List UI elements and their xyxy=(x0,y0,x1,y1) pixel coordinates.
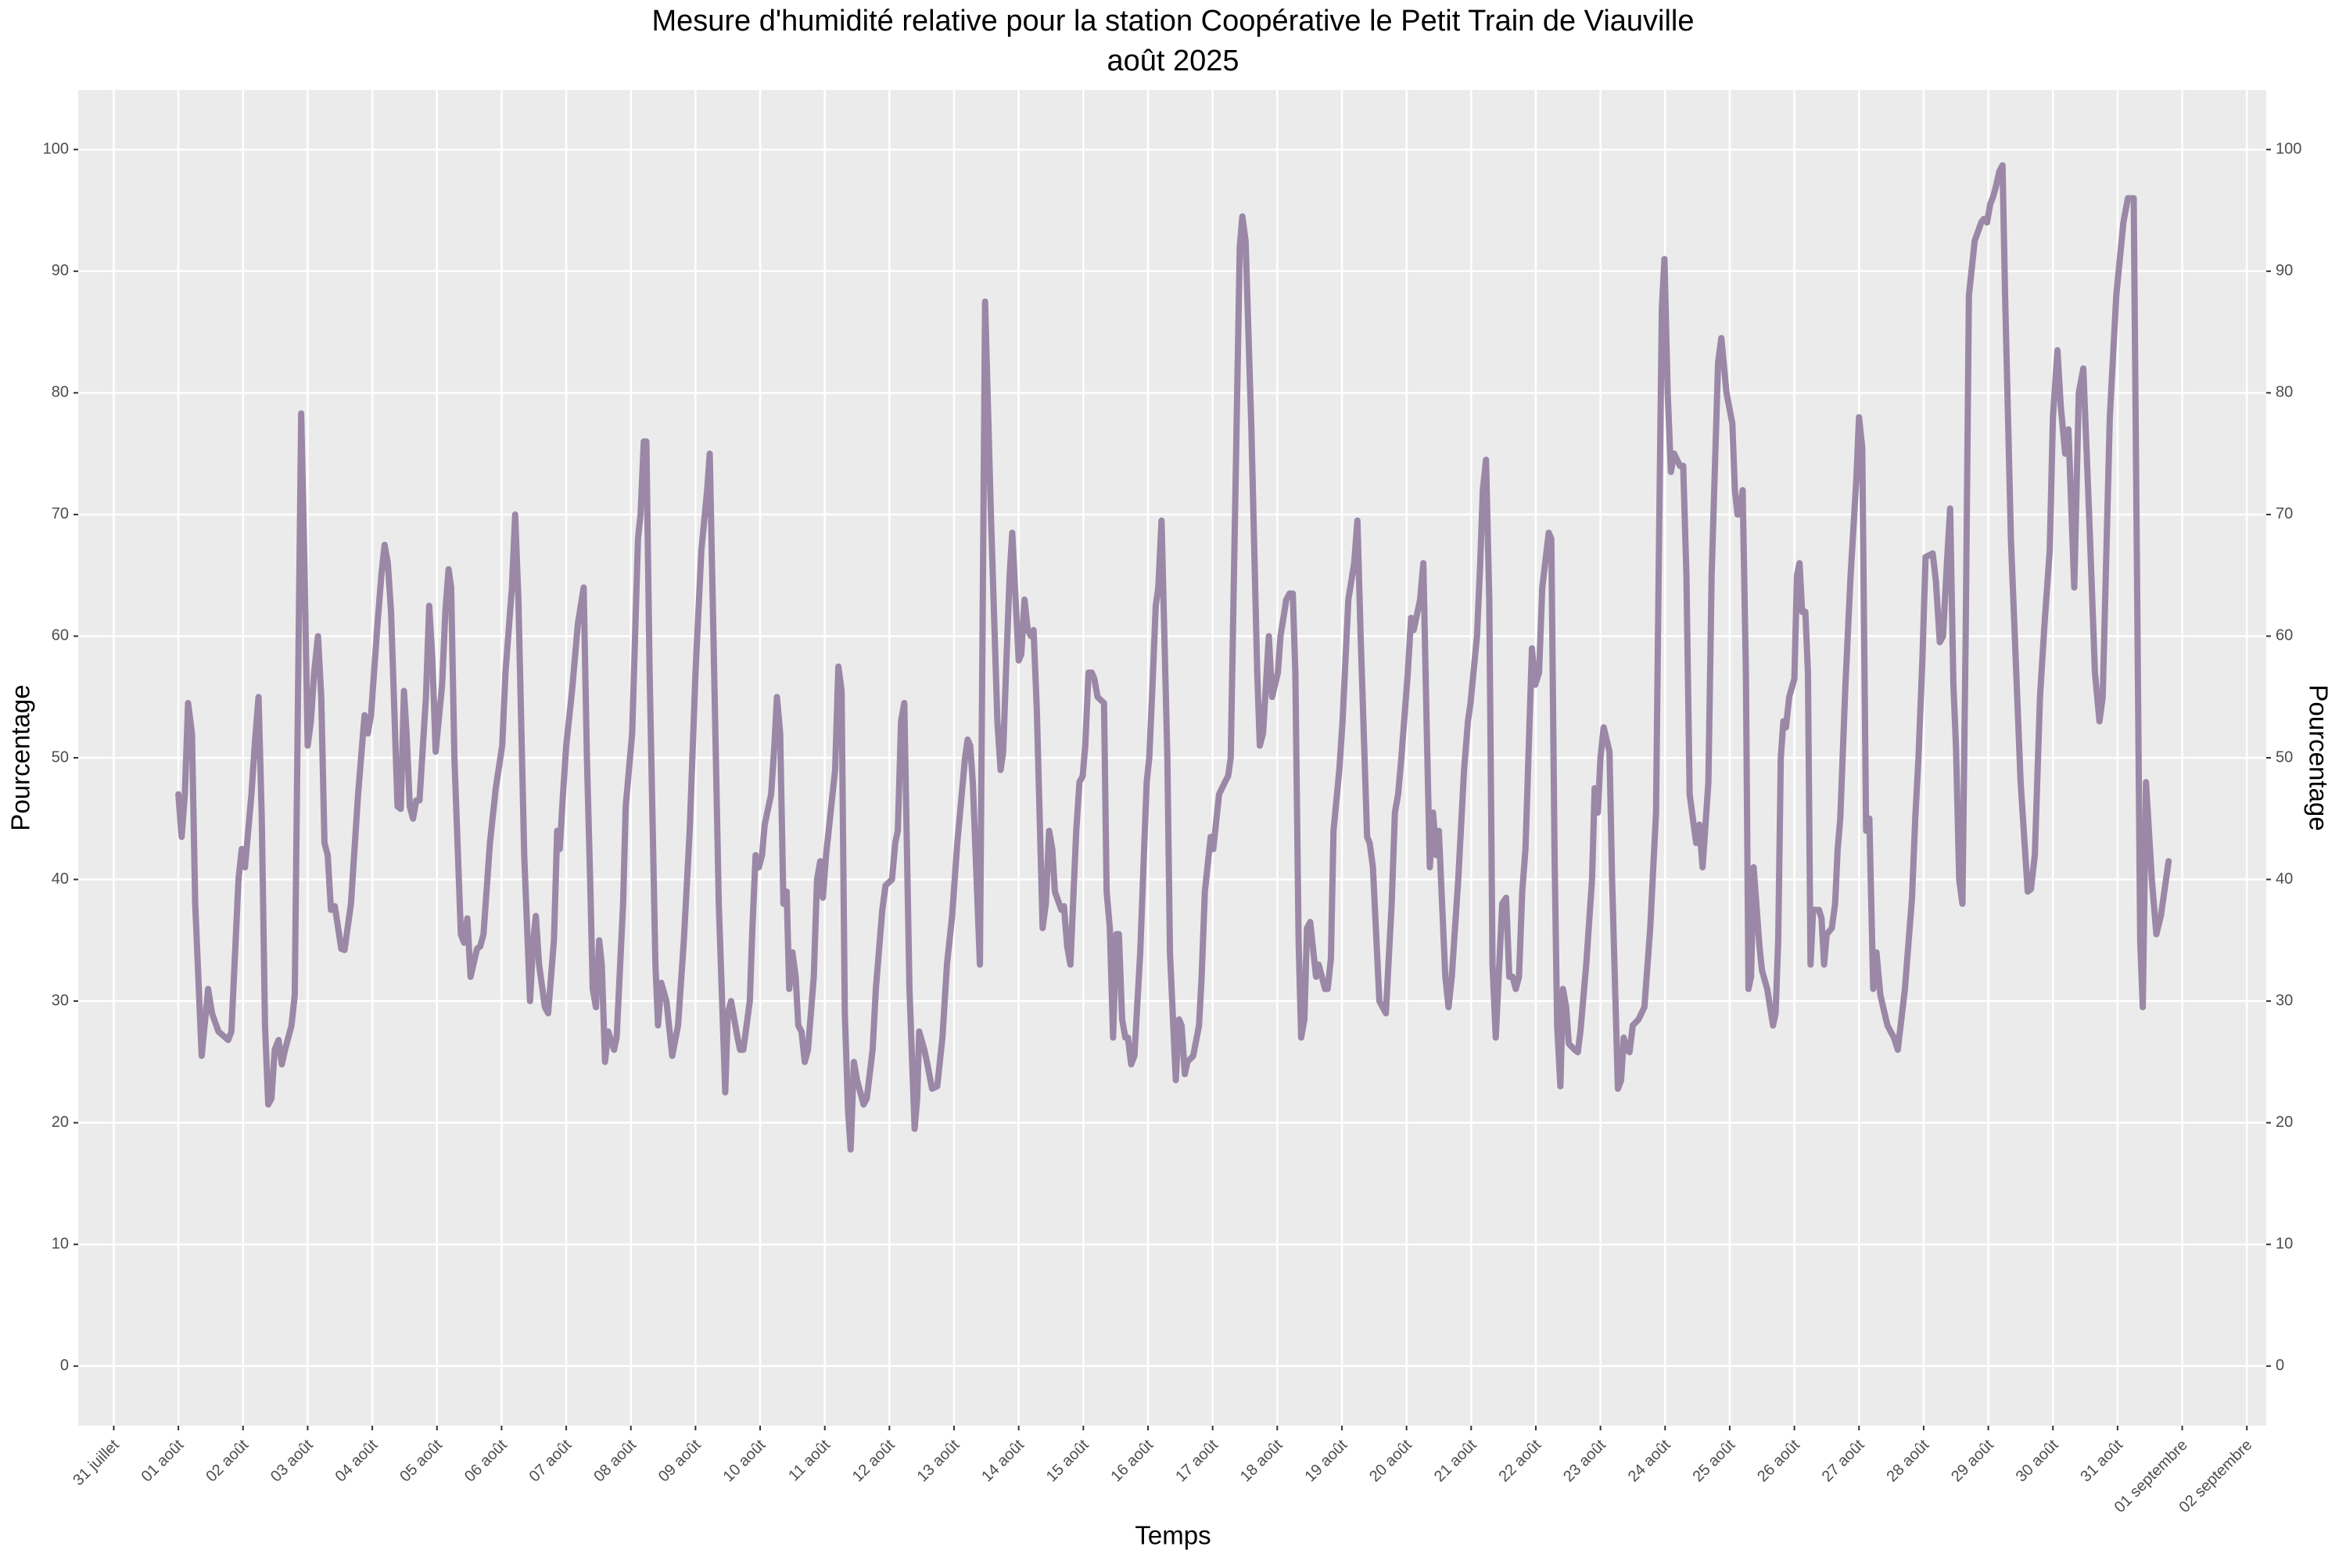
x-tick-label: 12 août xyxy=(849,1436,899,1485)
x-axis-title: Temps xyxy=(1135,1521,1211,1550)
x-tick-label: 09 août xyxy=(655,1436,705,1485)
y2-tick-label: 40 xyxy=(2276,870,2293,888)
y2-tick-label: 90 xyxy=(2276,262,2293,279)
x-tick-label: 22 août xyxy=(1495,1436,1544,1485)
x-tick-label: 04 août xyxy=(332,1436,382,1485)
y-tick-label: 0 xyxy=(60,1357,69,1374)
x-tick-label: 01 août xyxy=(138,1436,188,1485)
y-tick-label: 60 xyxy=(52,627,69,644)
x-tick-label: 03 août xyxy=(267,1436,317,1485)
y-tick-label: 30 xyxy=(52,992,69,1009)
x-tick-label: 10 août xyxy=(720,1436,769,1485)
x-tick-label: 05 août xyxy=(396,1436,446,1485)
y2-tick-label: 70 xyxy=(2276,505,2293,522)
y-tick-label: 50 xyxy=(52,748,69,766)
x-tick-label: 29 août xyxy=(1948,1436,1997,1485)
x-tick-label: 07 août xyxy=(526,1436,576,1485)
y-tick-label: 100 xyxy=(43,141,69,158)
x-tick-label: 23 août xyxy=(1560,1436,1609,1485)
x-tick-label: 15 août xyxy=(1043,1436,1092,1485)
x-tick-label: 31 juillet xyxy=(70,1436,123,1489)
x-tick-label: 14 août xyxy=(978,1436,1028,1485)
x-tick-label: 06 août xyxy=(461,1436,511,1485)
x-tick-label: 26 août xyxy=(1754,1436,1803,1485)
x-tick-label: 18 août xyxy=(1237,1436,1286,1485)
y-tick-label: 40 xyxy=(52,870,69,888)
x-tick-label: 08 août xyxy=(590,1436,640,1485)
x-tick-label: 02 août xyxy=(203,1436,252,1485)
data-line xyxy=(175,162,2172,1153)
y2-tick-label: 60 xyxy=(2276,627,2293,644)
x-tick-label: 19 août xyxy=(1302,1436,1351,1485)
chart-subtitle: août 2025 xyxy=(1107,45,1239,77)
x-tick-label: 28 août xyxy=(1883,1436,1932,1485)
chart-title: Mesure d'humidité relative pour la stati… xyxy=(651,5,1694,38)
y-tick-label: 20 xyxy=(52,1114,69,1131)
x-tick-label: 16 août xyxy=(1108,1436,1157,1485)
y-tick-label: 70 xyxy=(52,505,69,522)
x-tick-label: 30 août xyxy=(2013,1436,2062,1485)
y2-tick-label: 80 xyxy=(2276,384,2293,401)
y2-tick-label: 100 xyxy=(2276,141,2301,158)
x-tick-label: 21 août xyxy=(1431,1436,1480,1485)
y-tick-label: 80 xyxy=(52,384,69,401)
y2-tick-label: 20 xyxy=(2276,1114,2293,1131)
y2-tick-label: 10 xyxy=(2276,1236,2293,1253)
x-tick-label: 11 août xyxy=(785,1436,834,1484)
y2-tick-label: 30 xyxy=(2276,992,2293,1009)
y-tick-label: 10 xyxy=(52,1236,69,1253)
y-tick-label: 90 xyxy=(52,262,69,279)
y2-tick-label: 0 xyxy=(2276,1357,2284,1374)
x-tick-label: 25 août xyxy=(1689,1436,1738,1485)
x-tick-label: 27 août xyxy=(1819,1436,1868,1485)
x-tick-label: 17 août xyxy=(1172,1436,1221,1485)
y2-axis-title: Pourcentage xyxy=(2304,684,2333,831)
x-tick-label: 20 août xyxy=(1366,1436,1415,1485)
y2-tick-label: 50 xyxy=(2276,748,2293,766)
y-axis-title: Pourcentage xyxy=(6,684,35,831)
x-tick-label: 31 août xyxy=(2077,1436,2126,1485)
x-tick-label: 13 août xyxy=(914,1436,963,1485)
x-tick-label: 24 août xyxy=(1625,1436,1674,1485)
